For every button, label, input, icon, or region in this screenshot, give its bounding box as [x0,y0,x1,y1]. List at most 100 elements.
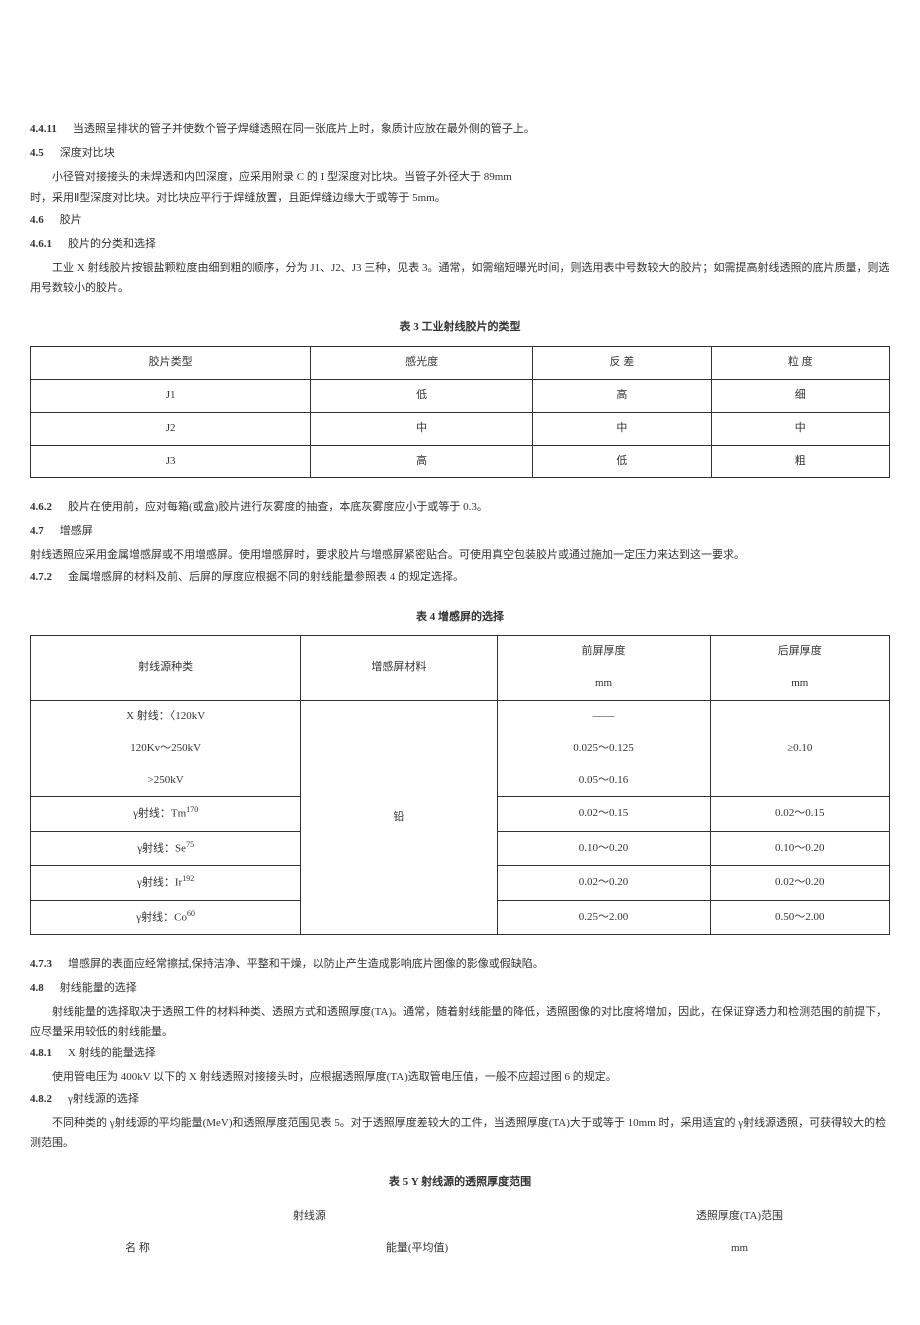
table-3: 胶片类型 感光度 反 差 粒 度 J1 低 高 细 J2 中 中 中 J3 高 … [30,346,890,478]
sec-4-4-11: 4.4.11 当透照呈排状的管子并使数个管子焊缝透照在同一张底片上时，象质计应放在… [30,120,890,140]
sec-4-6-1: 4.6.1 胶片的分类和选择 [30,235,890,255]
num: 4.4.11 [30,123,57,135]
table-5: 射线源 透照厚度(TA)范围 名 称 能量(平均值) mm [30,1201,890,1265]
td: γ射线：Tm170 [31,797,301,831]
td: 0.02～0.20 [497,866,710,900]
num: 4.8.1 [30,1047,52,1059]
num: 4.6 [30,214,44,226]
text: 当透照呈排状的管子并使数个管子焊缝透照在同一张底片上时，象质计应放在最外侧的管子… [73,123,535,135]
text: 增感屏 [60,525,93,537]
table3-title: 表 3 工业射线胶片的类型 [30,318,890,338]
td: 0.025～0.125 [497,733,710,765]
td: 中 [711,412,889,445]
num: 4.8.2 [30,1093,52,1105]
sec-4-7-3: 4.7.3 增感屏的表面应经常擦拭,保持洁净、平整和干燥，以防止产生造成影响底片图… [30,955,890,975]
para-depth-block-2: 时，采用Ⅱ型深度对比块。对比块应平行于焊缝放置，且距焊缝边缘大于或等于 5mm。 [30,189,890,209]
table-4: 射线源种类 增感屏材料 前屏厚度 后屏厚度 mm mm X 射线：〈120kV … [30,635,890,935]
td: 0.25～2.00 [497,900,710,934]
th: mm [497,668,710,700]
td: 0.10～0.20 [497,831,710,865]
td: 中 [311,412,533,445]
sec-4-7-2: 4.7.2 金属增感屏的材料及前、后屏的厚度应根据不同的射线能量参照表 4 的规定… [30,568,890,588]
num: 4.5 [30,147,44,159]
td: 细 [711,379,889,412]
td: 120Kv～250kV [31,733,301,765]
text: X 射线的能量选择 [68,1047,156,1059]
sup: 170 [186,805,198,814]
th: mm [589,1233,890,1265]
text: 胶片的分类和选择 [68,238,156,250]
table4-title: 表 4 增感屏的选择 [30,608,890,628]
td: γ射线：Co60 [31,900,301,934]
td: ≥0.10 [710,700,889,796]
th: 前屏厚度 [497,636,710,668]
td: J1 [31,379,311,412]
td: 低 [311,379,533,412]
para-gamma-source: 不同种类的 γ射线源的平均能量(MeV)和透照厚度范围见表 5。对于透照厚度差较… [30,1114,890,1154]
td: γ射线：Ir192 [31,866,301,900]
td: 中 [533,412,711,445]
td: 0.10～0.20 [710,831,889,865]
table-row: 名 称 能量(平均值) mm [30,1233,890,1265]
td: X 射线：〈120kV [31,700,301,732]
table-row: 胶片类型 感光度 反 差 粒 度 [31,347,890,380]
num: 4.7.3 [30,958,52,970]
num: 4.6.1 [30,238,52,250]
td: 高 [533,379,711,412]
sup: 75 [186,840,194,849]
td: 0.02～0.15 [710,797,889,831]
th: 反 差 [533,347,711,380]
num: 4.7.2 [30,571,52,583]
sup: 60 [187,909,195,918]
sec-4-8: 4.8 射线能量的选择 [30,979,890,999]
text: γ射线源的选择 [68,1093,139,1105]
num: 4.8 [30,982,44,994]
sec-4-5: 4.5深度对比块 [30,144,890,164]
th: 能量(平均值) [245,1233,589,1265]
table-row: J1 低 高 细 [31,379,890,412]
td: 低 [533,445,711,478]
sec-4-6: 4.6 胶片 [30,211,890,231]
text: 金属增感屏的材料及前、后屏的厚度应根据不同的射线能量参照表 4 的规定选择。 [68,571,464,583]
th: mm [710,668,889,700]
text: 胶片 [60,214,82,226]
td: 铅 [301,700,497,934]
table-row: 射线源 透照厚度(TA)范围 [30,1201,890,1233]
th: 增感屏材料 [301,636,497,701]
td: J2 [31,412,311,445]
td: J3 [31,445,311,478]
sec-4-8-2: 4.8.2 γ射线源的选择 [30,1090,890,1110]
sec-4-6-2: 4.6.2胶片在使用前，应对每箱(或盒)胶片进行灰雾度的抽查，本底灰雾度应小于或… [30,498,890,518]
text: 胶片在使用前，应对每箱(或盒)胶片进行灰雾度的抽查，本底灰雾度应小于或等于 0.… [68,501,488,513]
td: 粗 [711,445,889,478]
th: 感光度 [311,347,533,380]
table-row: 射线源种类 增感屏材料 前屏厚度 后屏厚度 [31,636,890,668]
label: γ射线：Se [137,842,186,854]
table-row: J3 高 低 粗 [31,445,890,478]
label: γ射线：Ir [137,877,182,889]
para-depth-block-1: 小径管对接接头的未焊透和内凹深度，应采用附录 C 的 I 型深度对比块。当管子外… [30,168,890,188]
text: 射线能量的选择 [60,982,137,994]
td: 0.50～2.00 [710,900,889,934]
table-row: J2 中 中 中 [31,412,890,445]
td: 高 [311,445,533,478]
th: 射线源种类 [31,636,301,701]
td: 0.02～0.15 [497,797,710,831]
para-film-class: 工业 X 射线胶片按银盐颗粒度由细到粗的顺序，分为 J1、J2、J3 三种，见表… [30,259,890,299]
th: 透照厚度(TA)范围 [589,1201,890,1233]
table-row: X 射线：〈120kV 铅 —— ≥0.10 [31,700,890,732]
th: 后屏厚度 [710,636,889,668]
td: 0.02～0.20 [710,866,889,900]
td: γ射线：Se75 [31,831,301,865]
text: 增感屏的表面应经常擦拭,保持洁净、平整和干燥，以防止产生造成影响底片图像的影像或… [68,958,544,970]
para-xray-energy: 使用管电压为 400kV 以下的 X 射线透照对接接头时，应根据透照厚度(TA)… [30,1068,890,1088]
sec-4-8-1: 4.8.1 X 射线的能量选择 [30,1044,890,1064]
td: 0.05～0.16 [497,765,710,797]
td: >250kV [31,765,301,797]
label: γ射线：Co [136,911,187,923]
table5-title: 表 5 Y 射线源的透照厚度范围 [30,1173,890,1193]
sup: 192 [182,874,194,883]
para-energy: 射线能量的选择取决于透照工件的材料种类、透照方式和透照厚度(TA)。通常，随着射… [30,1003,890,1043]
label: γ射线：Tm [133,808,186,820]
sec-4-7: 4.7增感屏 [30,522,890,542]
